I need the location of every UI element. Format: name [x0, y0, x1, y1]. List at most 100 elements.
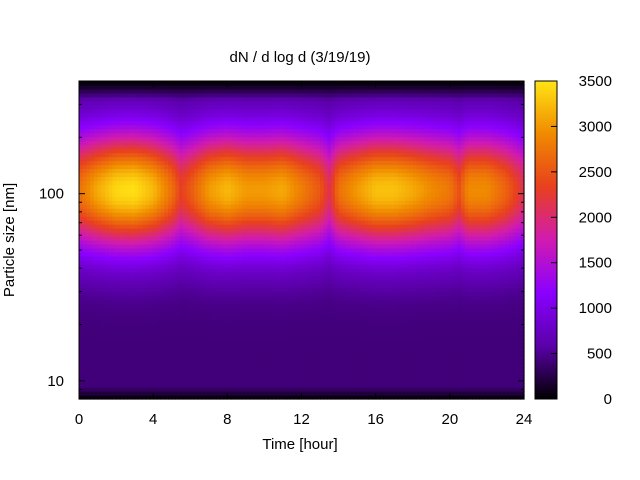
heatmap-cell	[86, 236, 91, 241]
heatmap-cell	[245, 204, 251, 209]
heatmap-cell	[168, 108, 173, 114]
heatmap-cell	[186, 267, 191, 273]
heatmap-cell	[164, 307, 169, 313]
heatmap-cell	[301, 371, 306, 376]
heatmap-cell	[142, 180, 147, 185]
heatmap-cell	[212, 351, 217, 356]
heatmap-cell	[238, 351, 243, 356]
heatmap-cell	[186, 172, 191, 177]
heatmap-cell	[86, 299, 91, 305]
heatmap-cell	[86, 363, 91, 368]
heatmap-cell	[253, 267, 258, 273]
heatmap-cell	[297, 156, 303, 162]
heatmap-cell	[286, 112, 291, 118]
heatmap-cell	[86, 395, 91, 400]
heatmap-cell	[231, 367, 236, 372]
heatmap-cell	[227, 251, 232, 257]
heatmap-cell	[134, 172, 139, 177]
heatmap-cell	[279, 220, 284, 225]
heatmap-cell	[82, 168, 88, 174]
heatmap-cell	[242, 383, 247, 388]
heatmap-cell	[201, 176, 206, 181]
heatmap-cell	[253, 236, 258, 241]
heatmap-cell	[116, 208, 121, 213]
heatmap-cells	[79, 81, 525, 400]
heatmap-cell	[112, 363, 117, 368]
heatmap-cell	[205, 88, 210, 94]
heatmap-cell	[234, 104, 240, 110]
heatmap-cell	[186, 355, 191, 360]
heatmap-cell	[301, 84, 306, 90]
heatmap-cell	[197, 176, 202, 181]
heatmap-cell	[234, 279, 240, 285]
heatmap-cell	[190, 140, 195, 146]
heatmap-cell	[171, 196, 177, 201]
heatmap-cell	[79, 367, 84, 372]
heatmap-cell	[197, 84, 202, 90]
heatmap-cell	[149, 81, 154, 86]
heatmap-cell	[142, 335, 147, 340]
heatmap-cell	[271, 279, 277, 285]
heatmap-cell	[264, 216, 269, 221]
heatmap-cell	[116, 359, 121, 364]
heatmap-cell	[308, 383, 314, 388]
heatmap-cell	[93, 271, 99, 277]
heatmap-cell	[193, 180, 199, 185]
heatmap-cell	[275, 307, 280, 313]
heatmap-cell	[175, 283, 180, 289]
heatmap-cell	[216, 164, 221, 170]
heatmap-cell	[156, 200, 162, 205]
heatmap-cell	[260, 275, 266, 281]
heatmap-cell	[260, 84, 266, 90]
heatmap-cell	[301, 116, 306, 122]
heatmap-cell	[138, 243, 143, 249]
heatmap-cell	[193, 140, 199, 146]
heatmap-cell	[197, 243, 202, 249]
heatmap-cell	[160, 247, 165, 253]
heatmap-cell	[286, 188, 291, 193]
heatmap-cell	[268, 335, 273, 340]
heatmap-cell	[86, 263, 91, 269]
heatmap-cell	[294, 140, 299, 146]
heatmap-cell	[134, 311, 139, 317]
heatmap-cell	[205, 319, 210, 325]
heatmap-cell	[297, 228, 303, 233]
heatmap-cell	[142, 339, 147, 344]
heatmap-cell	[104, 164, 110, 170]
heatmap-cell	[171, 144, 177, 150]
heatmap-cell	[294, 339, 299, 344]
heatmap-cell	[297, 263, 303, 269]
heatmap-cell	[249, 243, 254, 249]
heatmap-cell	[119, 387, 125, 392]
heatmap-cell	[245, 299, 251, 305]
heatmap-cell	[290, 240, 295, 245]
heatmap-cell	[164, 164, 169, 170]
heatmap-cell	[171, 188, 177, 193]
heatmap-cell	[308, 319, 314, 325]
heatmap-cell	[245, 359, 251, 364]
heatmap-cell	[208, 359, 214, 364]
heatmap-cell	[279, 295, 284, 301]
heatmap-cell	[101, 164, 106, 170]
heatmap-cell	[171, 315, 177, 321]
heatmap-cell	[301, 212, 306, 217]
heatmap-cell	[282, 124, 288, 130]
heatmap-cell	[279, 343, 284, 348]
heatmap-cell	[130, 148, 136, 154]
heatmap-cell	[216, 112, 221, 118]
heatmap-cell	[90, 188, 95, 193]
heatmap-cell	[171, 335, 177, 340]
heatmap-cell	[82, 112, 88, 118]
heatmap-cell	[190, 351, 195, 356]
heatmap-cell	[116, 136, 121, 142]
heatmap-cell	[242, 311, 247, 317]
heatmap-cell	[208, 180, 214, 185]
heatmap-cell	[286, 327, 291, 333]
heatmap-cell	[297, 180, 303, 185]
heatmap-cell	[297, 339, 303, 344]
heatmap-cell	[112, 144, 117, 150]
heatmap-cell	[290, 236, 295, 241]
heatmap-cell	[130, 275, 136, 281]
heatmap-cell	[171, 228, 177, 233]
heatmap-cell	[242, 188, 247, 193]
